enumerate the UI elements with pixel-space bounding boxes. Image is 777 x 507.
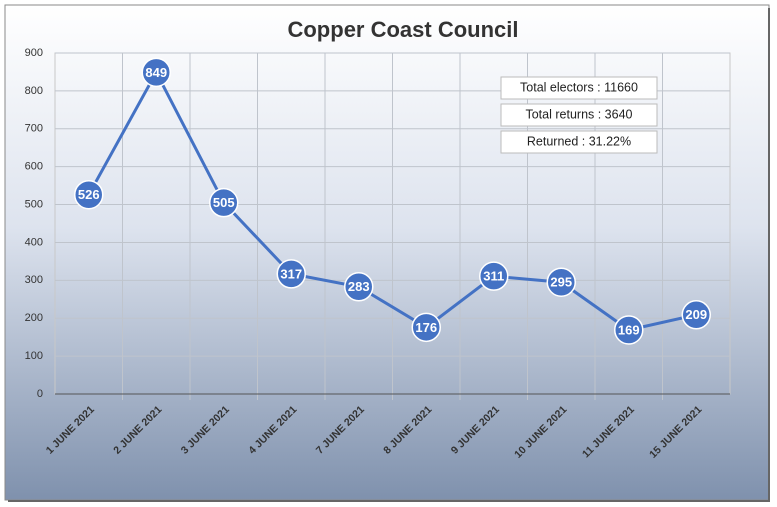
y-tick-label: 800 — [25, 85, 43, 97]
y-tick-label: 400 — [25, 236, 43, 248]
data-label: 505 — [213, 195, 235, 210]
data-label: 295 — [550, 275, 572, 290]
y-tick-label: 300 — [25, 274, 43, 286]
data-label: 176 — [415, 320, 437, 335]
y-tick-label: 100 — [25, 350, 43, 362]
y-tick-label: 200 — [25, 312, 43, 324]
data-label: 317 — [280, 266, 302, 281]
data-label: 526 — [78, 187, 100, 202]
point — [276, 259, 306, 289]
data-label: 283 — [348, 279, 370, 294]
point — [681, 300, 711, 330]
y-tick-label: 600 — [25, 161, 43, 173]
y-tick-label: 500 — [25, 198, 43, 210]
info-text: Returned : 31.22% — [527, 134, 631, 148]
info-text: Total electors : 11660 — [520, 80, 638, 94]
info-box — [500, 103, 658, 127]
data-label: 169 — [618, 322, 640, 337]
point — [209, 187, 239, 218]
y-tick-label: 700 — [25, 123, 43, 135]
point — [411, 312, 441, 343]
y-tick-label: 900 — [25, 47, 43, 59]
point — [479, 261, 509, 291]
point — [141, 57, 171, 88]
point — [546, 267, 576, 297]
point — [344, 272, 374, 302]
line — [87, 69, 697, 332]
data-label: 311 — [483, 269, 504, 284]
info-box — [500, 130, 658, 154]
point — [74, 179, 104, 210]
data-label: 849 — [145, 65, 167, 80]
data-label: 209 — [685, 307, 707, 322]
point — [614, 315, 644, 345]
y-tick-label: 0 — [37, 388, 43, 400]
chart-title: Copper Coast Council — [287, 17, 518, 42]
info-text: Total returns : 3640 — [525, 107, 632, 121]
info-box — [500, 76, 658, 100]
